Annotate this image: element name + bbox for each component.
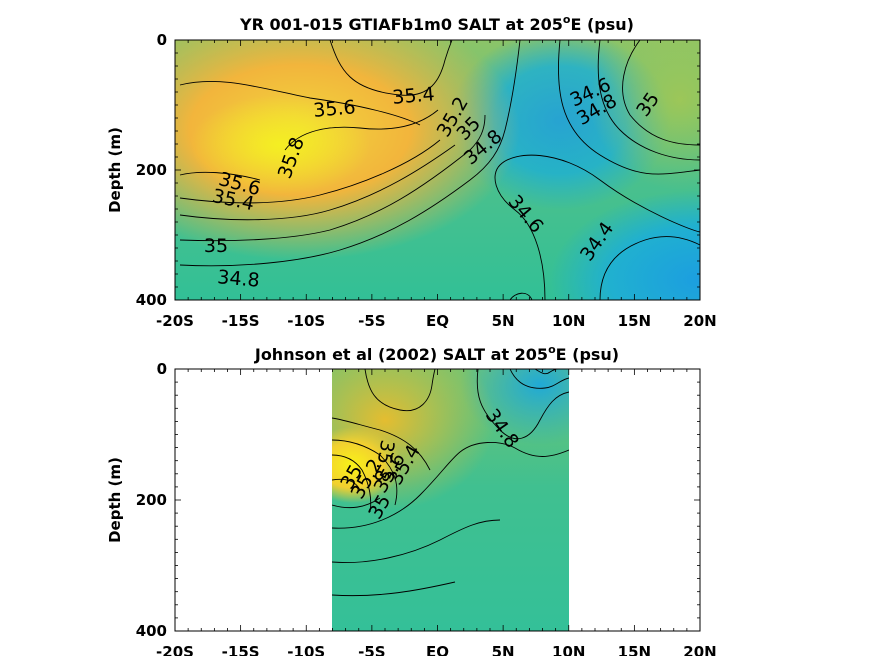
bottom-y-tick-labels: 0 200 400	[136, 360, 167, 640]
x-tick-label: 15N	[618, 312, 651, 330]
x-tick-label: 5N	[492, 643, 515, 656]
contour-label: 34.8	[216, 266, 260, 292]
bottom-y-axis-label: Depth (m)	[106, 457, 124, 543]
top-y-axis-label: Depth (m)	[106, 127, 124, 213]
bottom-x-tick-labels: -20S -15S -10S -5S EQ 5N 10N 15N 20N	[156, 643, 717, 656]
x-tick-label: -10S	[287, 643, 325, 656]
x-tick-label: -10S	[287, 312, 325, 330]
x-tick-label: 10N	[552, 643, 585, 656]
x-tick-label: -5S	[358, 643, 385, 656]
y-tick-label: 0	[157, 31, 167, 49]
bottom-title: Johnson et al (2002) SALT at 205oE (psu)	[254, 343, 619, 364]
x-tick-label: -15S	[222, 312, 260, 330]
x-tick-label: 10N	[552, 312, 585, 330]
bottom-contour-lines	[332, 369, 569, 597]
panel-bottom: Johnson et al (2002) SALT at 205oE (psu)…	[106, 343, 717, 656]
x-tick-label: 5N	[492, 312, 515, 330]
panel-top: YR 001-015 GTIAFb1m0 SALT at 205oE (psu)	[106, 13, 717, 330]
y-tick-label: 200	[136, 491, 167, 509]
top-y-tick-labels: 0 200 400	[136, 31, 167, 309]
x-tick-label: EQ	[426, 312, 449, 330]
y-tick-label: 400	[136, 291, 167, 309]
y-tick-label: 0	[157, 360, 167, 378]
y-tick-label: 400	[136, 622, 167, 640]
top-tick-marks	[174, 39, 701, 301]
x-tick-label: -5S	[358, 312, 385, 330]
bottom-salinity-field	[332, 369, 569, 631]
x-tick-label: -20S	[156, 312, 194, 330]
x-tick-label: EQ	[426, 643, 449, 656]
y-tick-label: 200	[136, 161, 167, 179]
x-tick-label: 15N	[618, 643, 651, 656]
top-title: YR 001-015 GTIAFb1m0 SALT at 205oE (psu)	[239, 13, 634, 34]
x-tick-label: -15S	[222, 643, 260, 656]
x-tick-label: 20N	[683, 312, 716, 330]
top-x-tick-labels: -20S -15S -10S -5S EQ 5N 10N 15N 20N	[156, 312, 717, 330]
x-tick-label: 20N	[683, 643, 716, 656]
top-contour-lines	[179, 40, 700, 300]
bottom-tick-marks	[174, 368, 701, 632]
contour-label: 35	[204, 235, 228, 257]
top-salinity-field	[175, 40, 700, 300]
x-tick-label: -20S	[156, 643, 194, 656]
contour-label: 35.4	[391, 83, 435, 109]
contour-label: 35.6	[312, 96, 356, 122]
